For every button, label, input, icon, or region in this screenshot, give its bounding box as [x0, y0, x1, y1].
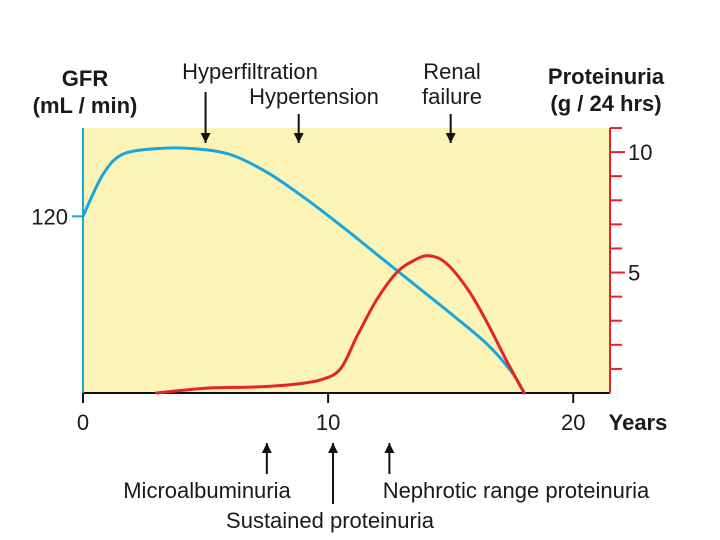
right-axis-title-line1: Proteinuria	[548, 64, 665, 89]
top-arrow-1-head	[200, 133, 211, 143]
bottom-arrow-2-head	[328, 443, 339, 453]
annotation-hyperfiltration: Hyperfiltration	[182, 59, 318, 84]
plot-area	[83, 128, 610, 393]
right-axis-title-line2: (g / 24 hrs)	[550, 91, 661, 116]
top-arrow-2-head	[293, 133, 304, 143]
top-arrow-3-head	[445, 133, 456, 143]
annotation-hypertension: Hypertension	[249, 84, 379, 109]
chart-marks: 0 10 20 120 5 10	[31, 92, 652, 504]
x-tick-label: 20	[561, 410, 585, 435]
bottom-arrow-1-head	[261, 443, 272, 453]
left-axis-title-line2: (mL / min)	[33, 93, 138, 118]
x-tick-label: 10	[316, 410, 340, 435]
left-axis-tick-label: 120	[31, 204, 68, 229]
annotation-renal-failure-line2: failure	[422, 84, 482, 109]
annotation-nephrotic-range: Nephrotic range proteinuria	[383, 478, 650, 503]
annotation-microalbuminuria: Microalbuminuria	[123, 478, 291, 503]
x-tick-label: 0	[77, 410, 89, 435]
annotation-renal-failure-line1: Renal	[423, 59, 480, 84]
gfr-series-line	[81, 146, 526, 395]
bottom-arrow-3-head	[384, 443, 395, 453]
left-axis-title-line1: GFR	[62, 66, 109, 91]
right-axis-tick-label: 10	[628, 140, 652, 165]
proteinuria-series-line	[155, 254, 526, 395]
right-axis-tick-label: 5	[628, 261, 640, 286]
x-axis-unit-label: Years	[609, 410, 668, 435]
annotation-sustained-proteinuria: Sustained proteinuria	[226, 508, 435, 533]
